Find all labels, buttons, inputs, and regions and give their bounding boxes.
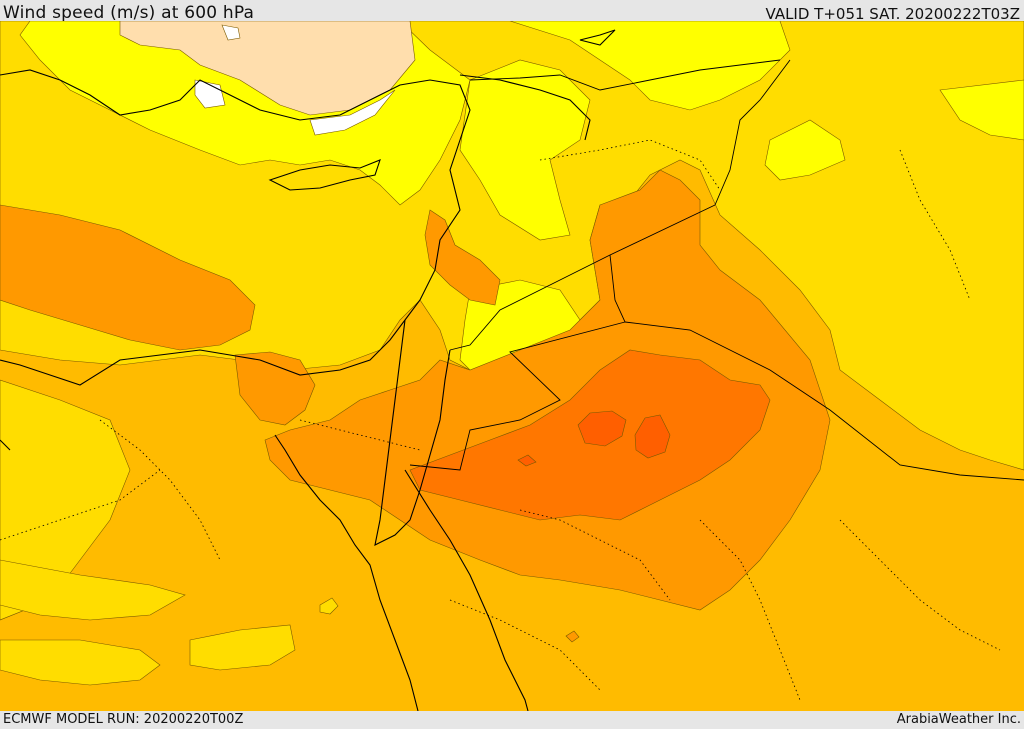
field-band-gold-west xyxy=(0,379,131,621)
field-band-gold-spot xyxy=(319,597,339,615)
field-band-yellow-east xyxy=(939,79,1024,141)
field-band-yellow-north xyxy=(509,21,791,111)
map-title: Wind speed (m/s) at 600 hPa xyxy=(3,3,255,23)
field-band-orange-sinai xyxy=(234,351,316,426)
footer-bar: ECMWF MODEL RUN: 20200220T00Z ArabiaWeat… xyxy=(0,711,1024,729)
field-band-gold-southwest xyxy=(0,559,186,621)
field-band-red-orange-3 xyxy=(517,454,537,467)
admin-boundaries xyxy=(0,139,1001,701)
coastlines xyxy=(0,29,616,711)
credit-label: ArabiaWeather Inc. xyxy=(896,712,1021,727)
field-band-yellow-levant xyxy=(459,59,591,241)
field-band-gold-south-2 xyxy=(189,624,296,671)
model-run: ECMWF MODEL RUN: 20200220T00Z xyxy=(3,712,244,727)
field-band-white xyxy=(194,24,396,136)
field-band-peach xyxy=(119,21,416,116)
wind-speed-map xyxy=(0,21,1024,711)
map-canvas xyxy=(0,21,1024,711)
field-band-gold-south xyxy=(0,639,161,686)
field-band-yellow-iraq xyxy=(764,119,846,181)
field-band-red-orange-1 xyxy=(577,410,627,447)
field-band-orange-spot xyxy=(565,630,580,643)
valid-time: VALID T+051 SAT. 20200222T03Z xyxy=(765,5,1020,23)
borders xyxy=(409,59,1024,481)
header-bar: Wind speed (m/s) at 600 hPa VALID T+051 … xyxy=(0,0,1024,23)
field-band-orange-west xyxy=(0,204,256,351)
field-band-red-orange-2 xyxy=(634,414,671,459)
field-band-orange xyxy=(264,169,831,611)
